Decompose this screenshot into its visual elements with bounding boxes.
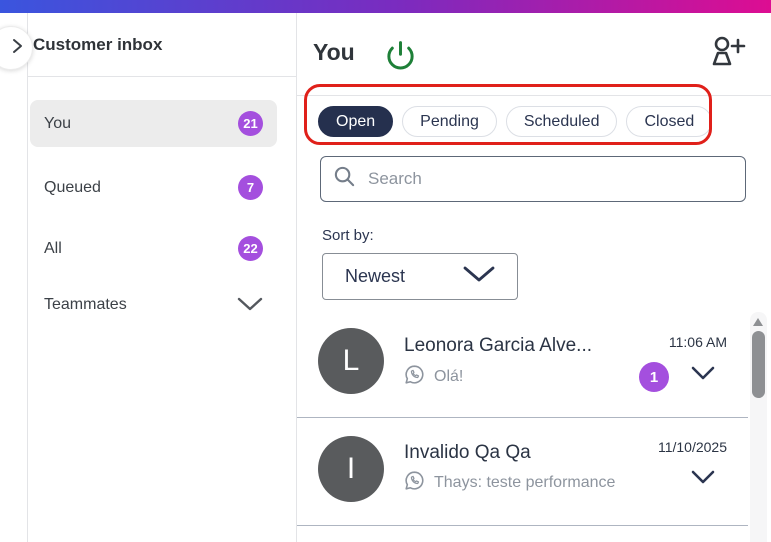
sidebar-item-label: You: [44, 114, 71, 132]
list-divider: [297, 525, 748, 526]
search-input[interactable]: [366, 168, 733, 190]
conversation-name: Invalido Qa Qa: [404, 442, 531, 463]
inbox-panel-title: You: [313, 39, 355, 65]
sidebar-left-border: [27, 13, 28, 542]
filter-chip-closed[interactable]: Closed: [626, 106, 713, 137]
whatsapp-icon: [404, 470, 425, 496]
filter-chip-scheduled[interactable]: Scheduled: [505, 106, 618, 137]
sidebar-main-divider: [296, 13, 297, 542]
sidebar-title: Customer inbox: [33, 35, 163, 54]
search-icon: [333, 165, 356, 193]
whatsapp-icon: [404, 364, 425, 390]
sort-by-label: Sort by:: [322, 227, 374, 244]
top-gradient-bar: [0, 0, 771, 13]
conversation-time: 11/10/2025: [657, 439, 727, 455]
person-add-icon[interactable]: [707, 35, 747, 74]
filter-chip-pending[interactable]: Pending: [402, 106, 497, 137]
chevron-right-icon: [0, 38, 24, 59]
sidebar-item-you[interactable]: You 21: [30, 100, 277, 147]
sidebar-item-label: Teammates: [44, 295, 127, 313]
chevron-down-icon: [463, 266, 495, 288]
chevron-down-icon[interactable]: [691, 470, 715, 490]
sort-selected-value: Newest: [345, 266, 406, 286]
sidebar-item-label: All: [44, 239, 62, 257]
sidebar-item-all[interactable]: All 22: [30, 225, 277, 272]
conversation-last-message: Thays: teste performance: [434, 474, 616, 491]
power-icon[interactable]: [385, 40, 416, 76]
list-divider: [297, 417, 748, 418]
sidebar-item-label: Queued: [44, 178, 101, 196]
status-filter-chips: Open Pending Scheduled Closed: [318, 106, 713, 137]
sidebar-item-queued[interactable]: Queued 7: [30, 164, 277, 211]
conversation-time: 11:06 AM: [668, 334, 727, 350]
chevron-down-icon[interactable]: [691, 366, 715, 386]
scrollbar-up-arrow[interactable]: [753, 318, 763, 326]
sidebar-collapse-button[interactable]: [0, 26, 33, 70]
scrollbar-thumb[interactable]: [752, 331, 765, 398]
unread-count-badge: 1: [639, 362, 669, 392]
count-badge: 7: [238, 175, 263, 200]
search-box[interactable]: [320, 156, 746, 202]
conversation-last-message: Olá!: [434, 368, 464, 385]
sidebar-item-teammates[interactable]: Teammates: [30, 281, 277, 328]
avatar: I: [318, 436, 384, 502]
chevron-down-icon[interactable]: [237, 297, 263, 312]
avatar: L: [318, 328, 384, 394]
main-header-divider: [297, 95, 771, 96]
sidebar-header-divider: [27, 76, 296, 77]
count-badge: 21: [238, 111, 263, 136]
count-badge: 22: [238, 236, 263, 261]
filter-chip-open[interactable]: Open: [318, 106, 394, 137]
sort-dropdown[interactable]: Newest: [322, 253, 518, 300]
conversation-name: Leonora Garcia Alve...: [404, 335, 592, 356]
